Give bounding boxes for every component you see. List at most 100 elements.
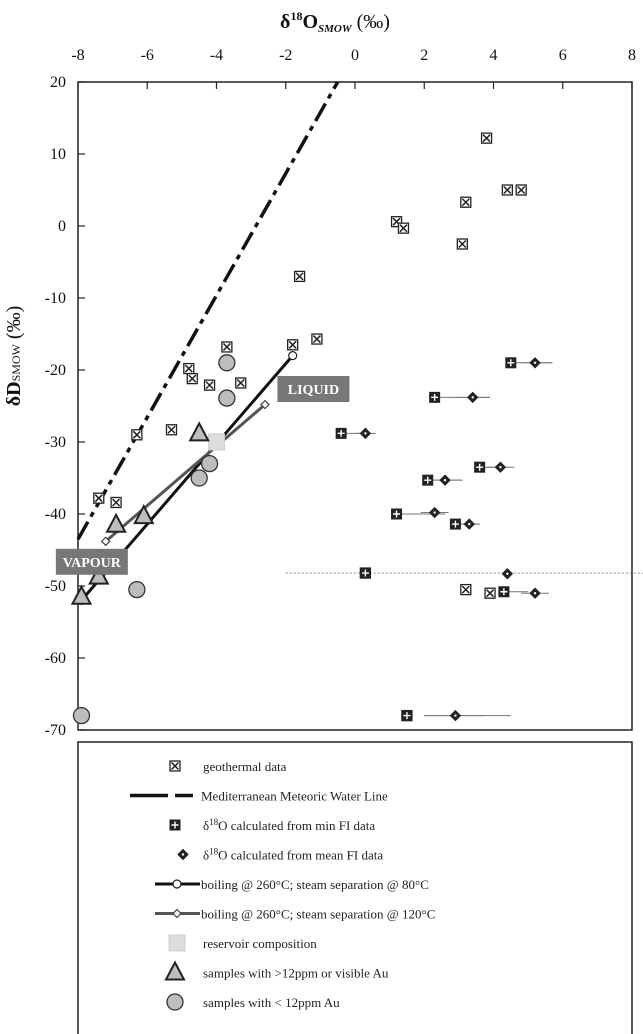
x-tick-label: 2 <box>420 47 428 64</box>
min-fi-point <box>391 508 403 520</box>
geothermal-point <box>311 333 323 345</box>
mean-fi-point <box>449 709 462 722</box>
low-au-sample <box>200 454 219 473</box>
geothermal-point <box>93 492 105 504</box>
x-tick-label: 8 <box>628 47 636 64</box>
geothermal-point <box>501 184 514 196</box>
meteoric-water-line <box>76 81 340 541</box>
plot-frame <box>77 81 633 731</box>
high-au-sample <box>88 564 110 585</box>
low-au-sample <box>128 580 146 599</box>
legend-label: δ18O calculated from mean FI data <box>203 847 383 863</box>
legend-item: δ18O calculated from min FI data <box>169 817 375 833</box>
low-au-sample <box>72 706 91 725</box>
legend-swatch <box>169 760 181 772</box>
x-tick-label: -4 <box>210 47 223 64</box>
low-au-sample <box>190 469 208 487</box>
mean-fi-point <box>494 461 507 473</box>
geothermal-point <box>390 216 403 228</box>
low-au-sample <box>218 354 236 372</box>
y-tick-label: -30 <box>45 434 66 451</box>
legend-label: samples with < 12ppm Au <box>203 995 340 1010</box>
mean-fi-point <box>529 357 541 369</box>
legend-item: boiling @ 260°C; steam separation @ 80°C <box>155 877 429 892</box>
annotation-tag: VAPOUR <box>55 548 128 575</box>
geothermal-point <box>293 270 306 283</box>
mean-fi-point <box>501 568 514 580</box>
geothermal-point <box>460 196 472 208</box>
boiling-120-endpoint <box>260 399 270 410</box>
x-tick-label: -2 <box>279 47 292 64</box>
geothermal-point <box>110 496 122 509</box>
min-fi-point <box>429 391 441 403</box>
geothermal-point <box>221 341 233 353</box>
legend-label: reservoir composition <box>203 936 317 951</box>
legend-swatch <box>177 848 189 861</box>
legend-frame <box>77 741 633 1034</box>
x-tick-label: -8 <box>71 47 84 64</box>
legend-item: boiling @ 260°C; steam separation @ 120°… <box>155 907 435 922</box>
y-tick-label: -10 <box>45 290 66 307</box>
low-au-sample <box>218 389 236 407</box>
legend-swatch <box>169 819 181 831</box>
legend-item: samples with < 12ppm Au <box>166 993 340 1011</box>
legend-item: samples with >12ppm or visible Au <box>164 960 389 981</box>
x-tick-label: 4 <box>490 47 498 64</box>
mean-fi-point <box>529 587 541 599</box>
geothermal-point <box>186 372 198 385</box>
boiling-80-endpoint <box>288 351 298 361</box>
geothermal-point <box>456 238 468 250</box>
y-tick-label: 20 <box>50 74 66 91</box>
geothermal-point <box>235 377 247 389</box>
y-axis-ticks: 20 10 0 -10 -20 -30 -40 -50 -60 -70 <box>45 74 85 739</box>
annotation-label: VAPOUR <box>63 556 122 571</box>
y-axis-title: δDSMOW (‰) <box>3 306 25 407</box>
geothermal-point <box>397 222 410 234</box>
plot-area <box>70 81 643 725</box>
boiling-120-line <box>104 403 266 543</box>
geothermal-point <box>515 184 527 196</box>
high-au-sample <box>105 512 127 533</box>
y-tick-label: 10 <box>50 146 66 163</box>
x-axis-ticks: -8 -6 -4 -2 0 2 4 6 8 <box>71 47 636 89</box>
geothermal-point <box>165 424 178 436</box>
x-tick-label: 6 <box>559 47 567 64</box>
geothermal-point <box>203 379 216 391</box>
min-fi-point <box>335 427 347 439</box>
legend-swatch <box>166 993 184 1011</box>
legend-swatch <box>168 934 186 952</box>
min-fi-point <box>498 586 510 598</box>
legend-label: boiling @ 260°C; steam separation @ 120°… <box>201 907 435 922</box>
min-fi-point <box>449 518 461 530</box>
min-fi-point <box>474 461 486 473</box>
mean-fi-point <box>463 518 475 530</box>
min-fi-point <box>505 357 517 369</box>
high-au-sample <box>188 421 210 442</box>
geothermal-point <box>484 587 496 599</box>
geothermal-point <box>183 362 195 375</box>
x-axis-title: δ18OSMOW (‰) <box>280 9 390 35</box>
legend-label: Mediterranean Meteoric Water Line <box>201 789 388 804</box>
annotations: LIQUID VAPOUR <box>55 376 350 575</box>
mean-fi-point <box>467 391 479 404</box>
annotation-tag: LIQUID <box>277 376 350 402</box>
geothermal-point <box>287 339 299 351</box>
legend: geothermal data Mediterranean Meteoric Wa… <box>77 741 633 1034</box>
y-tick-label: -40 <box>45 506 66 523</box>
legend-item: δ18O calculated from mean FI data <box>177 847 383 863</box>
reservoir-point <box>208 433 225 451</box>
y-tick-label: -70 <box>45 722 66 739</box>
y-tick-label: 0 <box>58 218 66 235</box>
legend-label: geothermal data <box>203 759 287 774</box>
min-fi-point <box>359 567 371 579</box>
legend-item: geothermal data <box>169 759 287 774</box>
mean-fi-point <box>439 474 451 486</box>
boiling-120-endpoint <box>100 536 111 547</box>
x-tick-label: -6 <box>141 47 154 64</box>
legend-label: boiling @ 260°C; steam separation @ 80°C <box>201 877 429 892</box>
min-fi-point <box>422 474 434 486</box>
legend-label: δ18O calculated from min FI data <box>203 817 375 833</box>
x-tick-label: 0 <box>351 47 359 64</box>
y-tick-label: -20 <box>45 362 66 379</box>
